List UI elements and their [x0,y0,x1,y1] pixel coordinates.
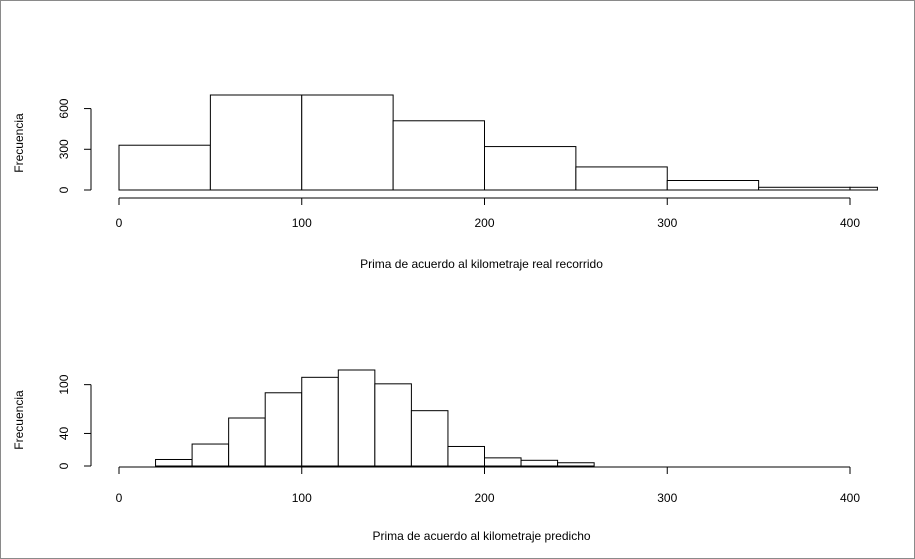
histogram-bar [447,445,486,467]
x-tick-label: 100 [292,491,312,505]
histogram-predicted-bars [155,369,595,467]
y-tick-label: 600 [57,98,71,118]
histogram-predicted-y-axis: 0 40 100 [57,374,92,469]
histogram-real-bars [118,94,878,191]
histogram-bar [118,144,211,191]
histogram-bar [374,383,412,467]
y-tick-label: 0 [57,462,71,469]
histogram-real-y-axis: 0 300 600 [57,98,92,193]
x-tick-label: 0 [116,491,123,505]
x-tick-label: 300 [657,216,677,230]
x-tick-label: 400 [840,491,860,505]
histogram-bar [301,94,394,191]
histogram-bar [209,94,303,191]
y-tick-label: 300 [57,139,71,159]
histogram-predicted: 0 100 200 300 400 0 40 100 Prima de acuerdo al… [12,369,860,543]
histogram-bar [392,120,485,191]
x-tick-label: 100 [292,216,312,230]
histogram-bar [191,443,230,467]
histogram-bar [337,369,376,467]
histogram-bar [484,457,522,467]
y-tick-label: 40 [57,426,71,440]
x-tick-label: 400 [840,216,860,230]
histogram-bar [484,146,577,191]
histogram-predicted-x-label: Prima de acuerdo al kilometraje predicho [372,529,590,543]
y-tick-label: 0 [57,186,71,193]
histogram-bar [155,458,193,467]
histogram-real-x-axis: 0 100 200 300 400 [116,197,860,230]
histogram-real-y-label: Frecuencia [12,113,26,173]
x-tick-label: 200 [474,216,494,230]
histogram-real-x-label: Prima de acuerdo al kilometraje real rec… [360,257,603,271]
histogram-bar [228,417,266,467]
histogram-bar [410,410,449,467]
histogram-bar [520,459,559,467]
histogram-bar [301,376,339,467]
histogram-predicted-x-axis: 0 100 200 300 400 [116,466,860,505]
histogram-predicted-y-label: Frecuencia [12,390,26,450]
histogram-bar [264,392,303,467]
y-tick-label: 100 [57,374,71,394]
histogram-bar [666,180,760,191]
x-tick-label: 200 [474,491,494,505]
histogram-real: 0 100 200 300 400 0 300 600 Prima de acuerdo a… [12,94,878,271]
x-tick-label: 0 [116,216,123,230]
x-tick-label: 300 [657,491,677,505]
histogram-bar [575,166,668,191]
